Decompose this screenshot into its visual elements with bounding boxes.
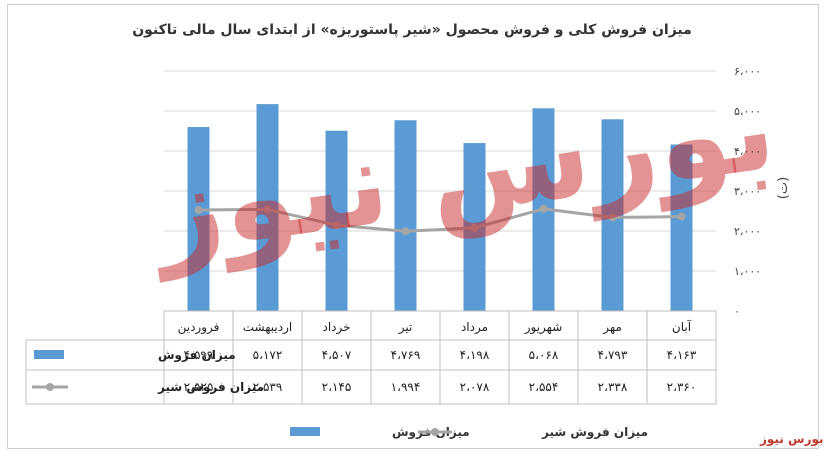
legend-key-point <box>431 428 439 436</box>
category-label: آبان <box>672 319 692 334</box>
chart-title: میزان فروش کلی و فروش محصول «شیر پاستوری… <box>132 22 692 38</box>
y-axis-unit-label: (ت) <box>776 177 791 199</box>
data-label: ۴،۱۶۳ <box>667 348 697 362</box>
bar <box>394 120 417 312</box>
line-point <box>401 227 410 236</box>
y-tick-label: ۴،۰۰۰ <box>734 145 761 158</box>
y-tick-label: ۶،۰۰۰ <box>734 65 761 78</box>
data-label: ۲،۰۷۸ <box>460 380 490 394</box>
table-series-name: میزان فروش شیر <box>157 380 264 395</box>
y-axis: ۰ ۱،۰۰۰ ۲،۰۰۰ ۳،۰۰۰ ۴،۰۰۰ ۵،۰۰۰ ۶،۰۰۰ <box>734 65 761 318</box>
table-key-bar <box>34 350 64 359</box>
bar <box>670 144 693 311</box>
data-label: ۵،۰۶۸ <box>529 348 559 362</box>
category-label: خرداد <box>322 320 350 335</box>
legend: میزان فروش میزان فروش شیر <box>290 425 648 440</box>
category-label: تیر <box>398 320 413 335</box>
line-point <box>263 205 272 214</box>
data-label: ۲،۵۲۵ <box>184 380 214 394</box>
legend-label: میزان فروش شیر <box>541 425 648 440</box>
data-label: ۱،۹۹۴ <box>391 380 421 394</box>
category-label: فروردین <box>178 320 220 335</box>
category-label: مرداد <box>461 320 488 335</box>
y-tick-label: ۳،۰۰۰ <box>734 185 761 198</box>
line-series <box>194 204 686 236</box>
table-series-name: میزان فروش <box>158 348 236 363</box>
y-tick-label: ۵،۰۰۰ <box>734 105 761 118</box>
bar <box>187 127 210 311</box>
bar-series <box>187 104 693 312</box>
line-point <box>677 212 686 221</box>
data-label: ۲،۵۳۹ <box>253 380 283 394</box>
line-point <box>608 213 617 222</box>
category-label: شهریور <box>524 320 563 335</box>
table-key-point <box>46 383 54 391</box>
category-label: مهر <box>602 320 622 335</box>
data-label: ۴،۷۹۳ <box>598 348 628 362</box>
data-label: ۴،۵۹۹ <box>184 348 214 362</box>
data-label: ۲،۱۴۵ <box>322 380 352 394</box>
line-point <box>539 204 548 213</box>
data-label: ۲،۳۶۰ <box>667 380 697 394</box>
data-label: ۴،۷۶۹ <box>391 348 421 362</box>
data-label: ۲،۵۵۴ <box>529 380 559 394</box>
y-tick-label: ۱،۰۰۰ <box>734 265 761 278</box>
legend-key-bar <box>290 427 320 436</box>
data-label: ۴،۵۰۷ <box>322 348 352 362</box>
bar <box>325 130 348 311</box>
y-tick-label: ۰ <box>734 305 740 318</box>
data-table: فروردین اردیبهشت خرداد تیر مرداد شهریور مهر آبا… <box>25 310 717 405</box>
line-point <box>194 206 203 214</box>
category-label: اردیبهشت <box>243 320 292 335</box>
source-label: بورس نیوز <box>760 432 824 446</box>
y-tick-label: ۲،۰۰۰ <box>734 225 761 238</box>
line-point <box>470 223 479 232</box>
series-line <box>198 207 682 233</box>
data-label: ۲،۳۳۸ <box>598 380 628 394</box>
data-label: ۴،۱۹۸ <box>460 348 490 362</box>
line-point <box>332 221 341 230</box>
data-label: ۵،۱۷۲ <box>253 348 283 362</box>
